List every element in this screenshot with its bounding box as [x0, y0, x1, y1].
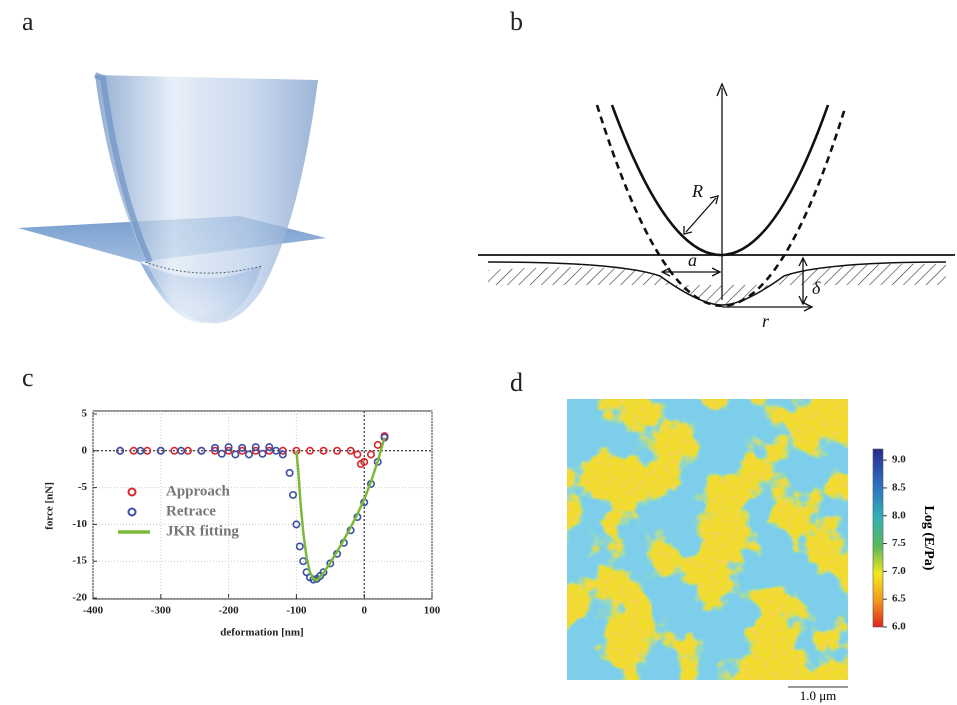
panel-label: b — [510, 7, 523, 36]
legend-label: Retrace — [166, 503, 216, 519]
data-point — [224, 443, 233, 452]
colorbar-tick-label: 6.5 — [892, 593, 906, 605]
data-point — [177, 446, 186, 455]
data-point — [346, 446, 355, 455]
data-point — [333, 446, 342, 455]
fit-line — [295, 437, 386, 582]
colorbar — [872, 448, 884, 628]
tip-illustration — [18, 72, 326, 324]
y-tick-label: -5 — [78, 481, 88, 493]
data-point — [251, 443, 260, 452]
panel-label: d — [510, 368, 523, 397]
data-point — [366, 450, 375, 459]
diagram-label: r — [762, 311, 770, 331]
data-point — [292, 520, 301, 529]
data-point — [231, 450, 240, 459]
data-point — [116, 446, 125, 455]
x-tick-label: -400 — [83, 605, 104, 617]
data-point — [272, 446, 281, 455]
data-point — [319, 446, 328, 455]
colorbar-label: Log (E/Pa) — [921, 506, 936, 571]
x-tick-label: 0 — [361, 605, 367, 617]
data-point — [211, 443, 220, 452]
legend-swatch — [127, 487, 137, 497]
data-point — [289, 490, 298, 499]
data-point — [251, 446, 260, 455]
data-point — [238, 443, 247, 452]
x-tick-label: -300 — [151, 605, 172, 617]
y-tick-label: -20 — [72, 592, 87, 604]
y-tick-label: -15 — [72, 555, 87, 567]
data-point — [238, 446, 247, 455]
scale-bar-label: 1.0 μm — [800, 688, 837, 703]
data-point — [326, 559, 335, 568]
panel-label: a — [22, 7, 34, 36]
colorbar-tick-label: 9.0 — [892, 454, 906, 466]
colorbar-tick-label: 7.5 — [892, 537, 906, 549]
panel-label: c — [22, 363, 34, 392]
colorbar-tick-label: 8.5 — [892, 481, 906, 493]
y-tick-label: 5 — [82, 408, 88, 420]
colorbar-tick-label: 8.0 — [892, 509, 906, 521]
x-tick-label: -100 — [286, 605, 307, 617]
y-tick-label: 0 — [82, 444, 88, 456]
data-point — [285, 468, 294, 477]
data-point — [258, 449, 267, 458]
data-point — [278, 450, 287, 459]
data-point — [217, 449, 226, 458]
contact-diagram — [478, 82, 955, 312]
data-point — [265, 443, 274, 452]
data-point — [319, 568, 328, 577]
data-point — [305, 446, 314, 455]
y-tick-label: -10 — [72, 518, 87, 530]
data-point — [244, 450, 253, 459]
diagram-label: δ — [812, 278, 821, 298]
colorbar-tick-label: 7.0 — [892, 565, 906, 577]
x-tick-label: -200 — [219, 605, 240, 617]
modulus-map — [567, 399, 848, 680]
data-point — [353, 450, 362, 459]
legend-swatch — [127, 507, 137, 517]
data-point — [156, 446, 165, 455]
colorbar-tick-label: 6.0 — [892, 621, 906, 633]
data-point — [295, 542, 304, 551]
x-axis-title: deformation [nm] — [220, 627, 303, 639]
diagram-label: R — [691, 181, 703, 201]
data-point — [136, 446, 145, 455]
x-tick-label: 100 — [424, 605, 441, 617]
data-point — [211, 446, 220, 455]
data-point — [373, 440, 382, 449]
data-point — [360, 457, 369, 466]
data-point — [224, 446, 233, 455]
legend-label: Approach — [166, 483, 231, 499]
y-axis-title: force [nN] — [44, 482, 56, 530]
diagram-label: a — [688, 250, 697, 270]
data-point — [197, 446, 206, 455]
legend-label: JKR fitting — [166, 523, 239, 539]
